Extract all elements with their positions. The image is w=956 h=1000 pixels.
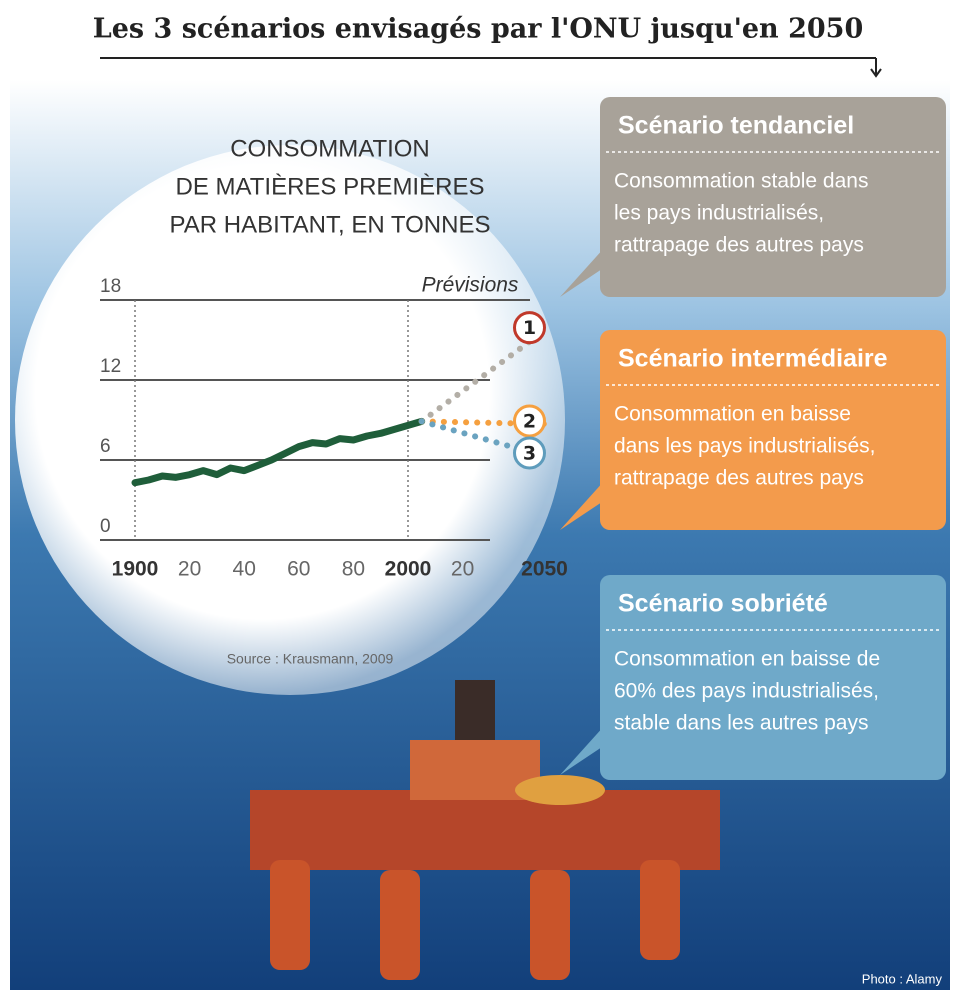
chart-title-line: DE MATIÈRES PREMIÈRES (176, 173, 485, 200)
y-tick-label: 12 (100, 356, 121, 377)
x-tick-label: 1900 (112, 558, 159, 581)
scenario-description: rattrapage des autres pays (614, 234, 864, 257)
scenario-description: les pays industrialisés, (614, 202, 824, 225)
x-tick-label: 40 (233, 558, 256, 581)
scenario-name: Scénario sobriété (618, 590, 828, 618)
scenario-description: rattrapage des autres pays (614, 467, 864, 490)
x-tick-label: 20 (451, 558, 474, 581)
scenario-marker-label: 3 (523, 443, 536, 465)
x-tick-label: 2050 (521, 558, 568, 581)
title: Les 3 scénarios envisagés par l'ONU jusq… (93, 14, 864, 45)
scenario-marker-label: 1 (523, 317, 536, 339)
x-tick-label: 60 (287, 558, 310, 581)
x-tick-label: 20 (178, 558, 201, 581)
scenario-box: Scénario sobriété Consommation en baisse … (560, 575, 946, 780)
y-tick-label: 0 (100, 516, 111, 537)
chart-title-line: CONSOMMATION (230, 135, 430, 162)
scenario-marker-label: 2 (523, 411, 536, 433)
forecast-label: Prévisions (422, 274, 519, 297)
y-tick-label: 18 (100, 276, 121, 297)
scenario-description: Consommation en baisse (614, 403, 851, 426)
scenario-description: 60% des pays industrialisés, (614, 680, 879, 703)
scenario-box: Scénario intermédiaire Consommation en ba… (560, 330, 946, 530)
scenario-box: Scénario tendanciel Consommation stable d… (560, 97, 946, 297)
scenario-description: stable dans les autres pays (614, 712, 868, 735)
photo-credit: Photo : Alamy (862, 971, 943, 986)
scenario-name: Scénario tendanciel (618, 112, 854, 140)
scenario-description: Consommation stable dans (614, 170, 868, 193)
chart-title-line: PAR HABITANT, EN TONNES (170, 211, 491, 238)
infographic: Les 3 scénarios envisagés par l'ONU jusq… (0, 0, 956, 996)
x-tick-label: 2000 (385, 558, 432, 581)
scenario-description: dans les pays industrialisés, (614, 435, 875, 458)
source: Source : Krausmann, 2009 (227, 651, 394, 667)
scenario-name: Scénario intermédiaire (618, 345, 888, 373)
x-tick-label: 80 (342, 558, 365, 581)
y-tick-label: 6 (100, 436, 111, 457)
scenario-description: Consommation en baisse de (614, 648, 880, 671)
